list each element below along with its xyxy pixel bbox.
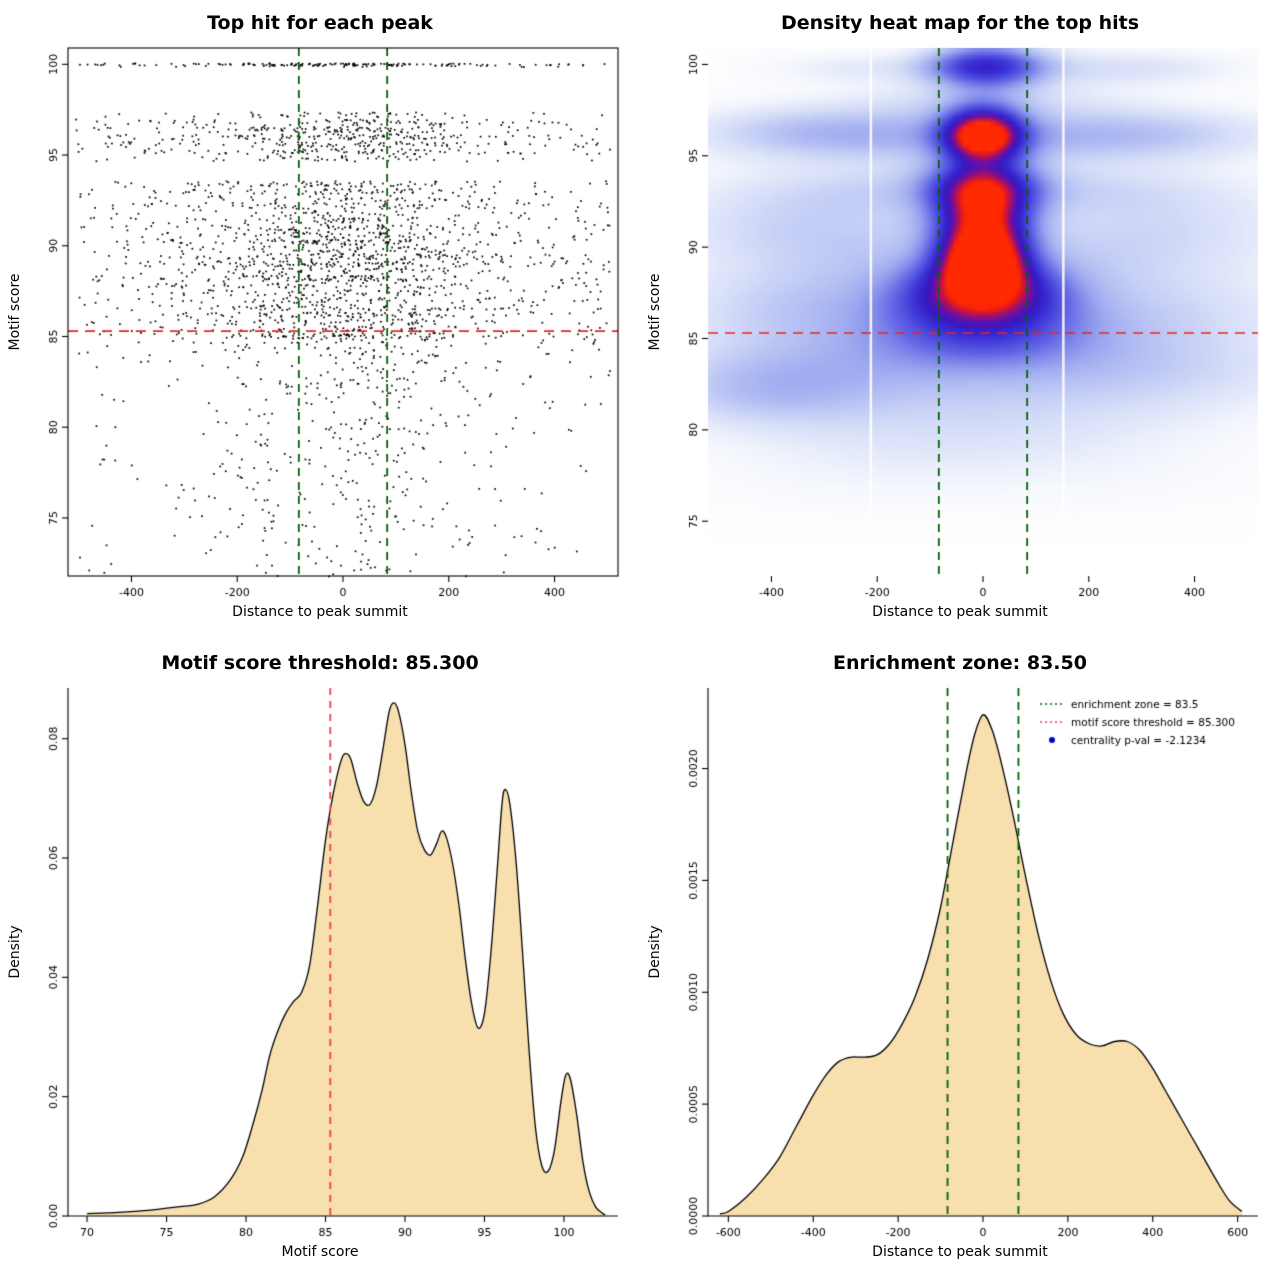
motif-score-density-canvas <box>0 640 640 1280</box>
scatter-panel: Top hit for each peak Motif score Distan… <box>0 0 640 640</box>
motif-score-density-xlabel: Motif score <box>281 1244 359 1260</box>
distance-density-canvas <box>640 640 1280 1280</box>
scatter-ylabel: Motif score <box>7 273 23 351</box>
scatter-title: Top hit for each peak <box>207 12 433 34</box>
motif-score-density-title: Motif score threshold: 85.300 <box>161 652 479 674</box>
heatmap-ylabel: Motif score <box>647 273 663 351</box>
heatmap-panel: Density heat map for the top hits Motif … <box>640 0 1280 640</box>
distance-density-xlabel: Distance to peak summit <box>872 1244 1048 1260</box>
scatter-plot-canvas <box>0 0 640 640</box>
motif-score-density-ylabel: Density <box>7 925 23 979</box>
distance-density-title: Enrichment zone: 83.50 <box>833 652 1087 674</box>
heatmap-plot-canvas <box>640 0 1280 640</box>
distance-density-panel: Enrichment zone: 83.50 Density Distance … <box>640 640 1280 1280</box>
scatter-xlabel: Distance to peak summit <box>232 604 408 620</box>
heatmap-xlabel: Distance to peak summit <box>872 604 1048 620</box>
heatmap-title: Density heat map for the top hits <box>780 12 1140 34</box>
distance-density-ylabel: Density <box>647 925 663 979</box>
motif-score-density-panel: Motif score threshold: 85.300 Density Mo… <box>0 640 640 1280</box>
